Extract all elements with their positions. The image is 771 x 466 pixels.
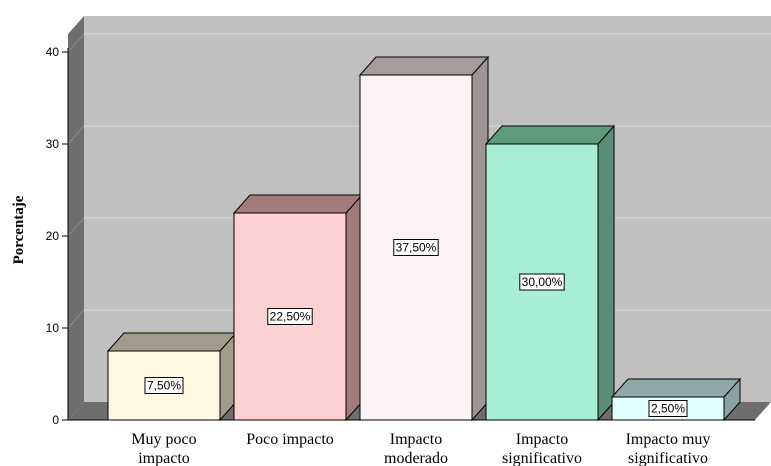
data-label-box <box>519 273 565 291</box>
bar-top <box>232 194 364 214</box>
bar: 2,50% <box>610 377 742 422</box>
bars: 7,50% 22,50% 37,50% 30,00% 2,50% <box>106 55 742 422</box>
gridline-side <box>67 309 85 329</box>
gridline-side <box>67 217 85 237</box>
bar: 30,00% <box>484 124 616 422</box>
y-axis-title: Porcentaje <box>11 195 27 264</box>
bar: 7,50% <box>106 331 238 422</box>
x-tick-label: Poco impacto <box>246 431 334 448</box>
bar-top <box>484 125 616 145</box>
x-tick-label: Muy poco impacto <box>131 431 196 466</box>
x-tick-label: Impacto muy significativo <box>626 431 711 466</box>
gridline-side <box>67 33 85 53</box>
bar-top <box>106 332 238 352</box>
y-tick-label: 20 <box>46 229 60 243</box>
y-tick-label: 40 <box>46 45 60 59</box>
x-axis: Muy poco impacto Poco impacto Impacto modera… <box>68 419 755 466</box>
data-label-box <box>267 308 313 325</box>
y-tick-label: 10 <box>46 321 60 335</box>
y-tick-label: 0 <box>52 413 59 427</box>
x-tick-label: Impacto moderado <box>384 431 448 466</box>
data-label: 2,50% <box>651 402 685 416</box>
bar-top <box>358 56 490 76</box>
data-label-box <box>144 377 184 394</box>
y-axis: 0 10 20 30 40 <box>46 45 69 427</box>
bar: 37,50% <box>358 55 490 422</box>
bar-top <box>610 378 742 398</box>
data-label-box <box>393 239 439 256</box>
plot-side-wall <box>68 16 84 420</box>
y-tick-label: 30 <box>46 137 60 151</box>
bar: 22,50% <box>232 193 364 422</box>
gridline-side <box>67 125 85 145</box>
data-label: 37,50% <box>396 241 437 255</box>
x-tick-label: Impacto significativo <box>502 431 582 466</box>
data-label: 22,50% <box>270 310 311 324</box>
bar-side <box>597 124 615 422</box>
data-label: 30,00% <box>522 275 563 289</box>
data-label-box <box>648 400 688 417</box>
data-label: 7,50% <box>147 379 181 393</box>
